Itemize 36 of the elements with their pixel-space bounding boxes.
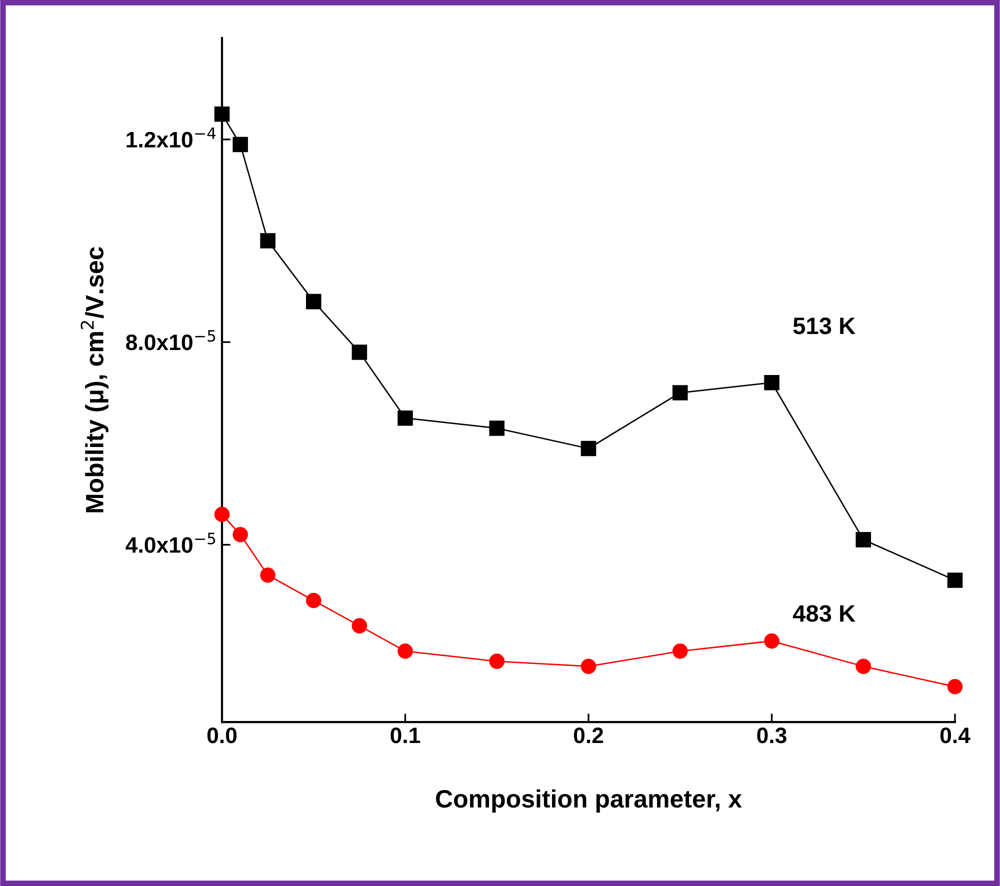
- point: [489, 420, 505, 436]
- point: [856, 532, 872, 548]
- y-tick-label: 8.0x10$^{−5}$: [126, 330, 216, 350]
- point: [306, 592, 322, 608]
- point: [214, 506, 230, 522]
- point: [580, 658, 596, 674]
- point: [856, 658, 872, 674]
- point: [352, 618, 368, 634]
- x-tick-label: 0.4: [940, 728, 970, 744]
- point: [672, 385, 688, 400]
- y-axis-title: Mobility (μ), cm$^{2}$/V.sec: [80, 247, 108, 512]
- point: [580, 440, 596, 456]
- point: [672, 644, 688, 659]
- point: [232, 136, 248, 152]
- point: [352, 344, 368, 360]
- point: [398, 644, 413, 659]
- point: [398, 410, 413, 426]
- series-label: 513 K: [793, 318, 856, 334]
- point: [214, 106, 230, 122]
- point: [947, 572, 963, 588]
- x-tick-label: 0.1: [390, 728, 420, 744]
- point: [260, 233, 276, 248]
- x-tick-label: 0.3: [757, 728, 786, 744]
- point: [306, 294, 322, 310]
- point: [764, 633, 780, 649]
- point: [489, 654, 505, 669]
- point: [260, 568, 276, 583]
- point: [947, 678, 963, 694]
- series-label: 483 K: [792, 605, 856, 622]
- x-axis-title: Composition parameter, x: [436, 789, 742, 813]
- x-tick-label: 0.0: [207, 728, 237, 744]
- point: [764, 374, 780, 390]
- y-tick-label: 1.2x10$^{−4}$: [126, 127, 216, 148]
- point: [232, 526, 248, 542]
- y-tick-label: 4.0x10$^{−5}$: [126, 532, 216, 553]
- x-tick-label: 0.2: [574, 728, 604, 744]
